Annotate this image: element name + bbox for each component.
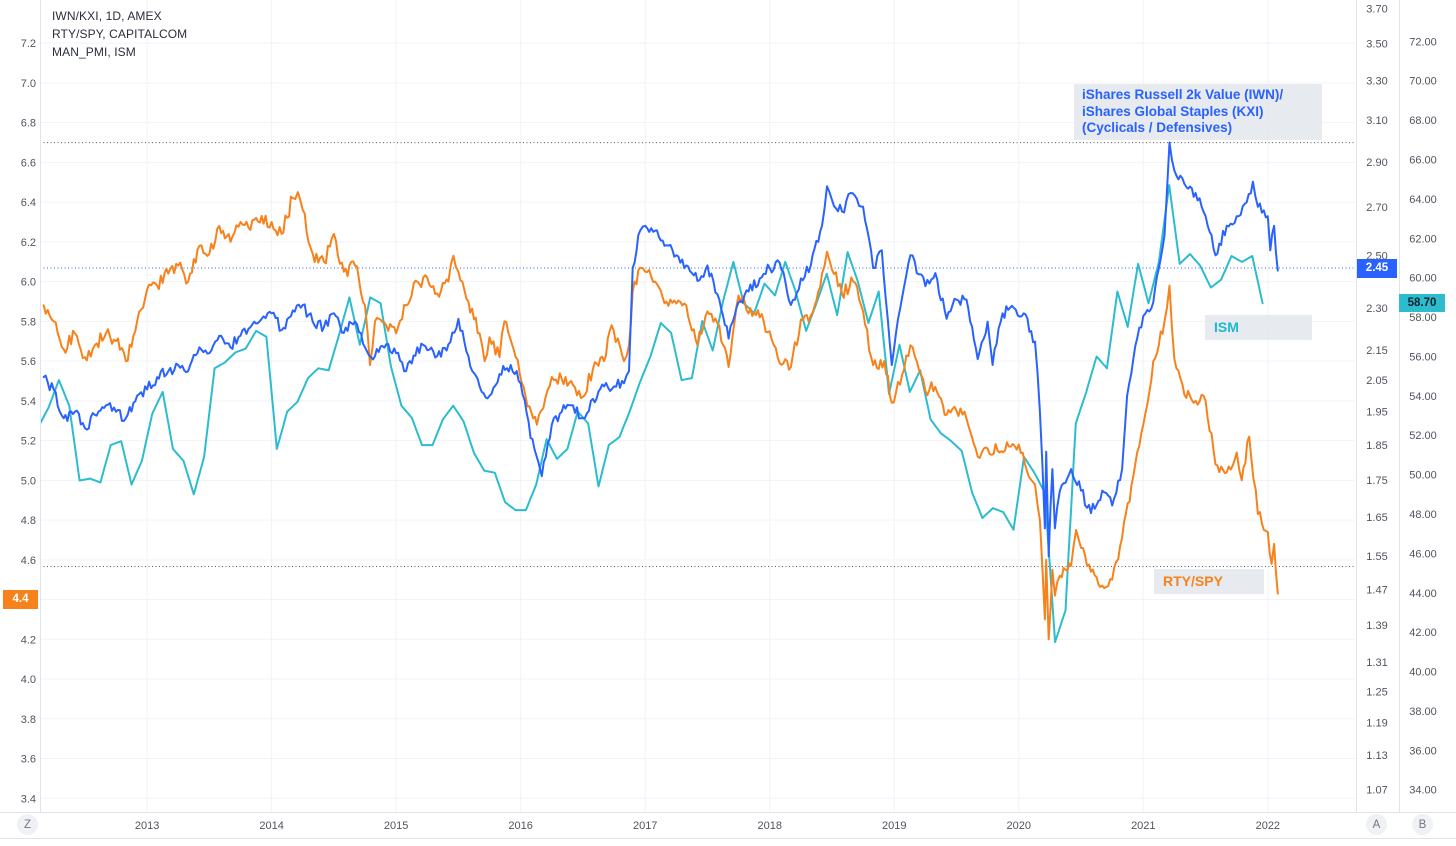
axis-tick-label: 2.90 [1366, 157, 1387, 169]
iwn-kxi-last-price-tag: 2.45 [1357, 259, 1397, 278]
axis-tick-label: 56.00 [1409, 351, 1437, 363]
axis-tick-label: 2021 [1131, 820, 1155, 832]
axis-tick-label: 1.55 [1366, 551, 1387, 563]
axis-tick-label: 2020 [1007, 820, 1031, 832]
axis-tick-label: 3.8 [21, 714, 36, 726]
axis-tick-label: 66.00 [1409, 155, 1437, 167]
axis-tick-label: 1.07 [1366, 785, 1387, 797]
series-line-rty-spy[interactable] [42, 191, 1279, 641]
axis-tick-label: 58.00 [1409, 312, 1437, 324]
legend-row-man-pmi[interactable]: MAN_PMI, ISM [52, 45, 136, 59]
axis-tick-label: 42.00 [1409, 627, 1437, 639]
axis-tick-label: 70.00 [1409, 76, 1437, 88]
iwn-label-line2: iShares Global Staples (KXI) [1082, 103, 1264, 119]
axis-tick-label: 36.00 [1409, 745, 1437, 757]
axis-tick-label: 3.4 [21, 793, 36, 805]
axis-tick-label: 5.0 [21, 475, 36, 487]
axis-tick-label: 4.8 [21, 515, 36, 527]
axis-tick-label: 2.70 [1366, 202, 1387, 214]
rty-spy-annotation-label[interactable]: RTY/SPY [1154, 569, 1264, 594]
axis-tick-label: 7.2 [21, 38, 36, 50]
axis-tick-label: 1.39 [1366, 620, 1387, 632]
axis-tick-label: 2017 [633, 820, 657, 832]
axis-tick-label: 60.00 [1409, 273, 1437, 285]
axis-tick-label: 6.0 [21, 277, 36, 289]
axis-tick-label: 3.70 [1366, 3, 1387, 15]
axis-tick-label: 46.00 [1409, 548, 1437, 560]
axis-tick-label: 1.47 [1366, 585, 1387, 597]
axis-tick-label: 2.05 [1366, 375, 1387, 387]
right-price-axis-b[interactable] [1399, 0, 1456, 812]
axis-tick-label: 6.6 [21, 157, 36, 169]
legend-row-iwn-kxi[interactable]: IWN/KXI, 1D, AMEX [52, 9, 162, 23]
axis-tick-label: 4.2 [21, 634, 36, 646]
timezone-button[interactable]: Z [17, 814, 38, 835]
left-price-axis[interactable] [0, 0, 40, 812]
axis-tick-label: 72.00 [1409, 36, 1437, 48]
axis-tick-label: 2018 [757, 820, 781, 832]
iwn-label-line1: iShares Russell 2k Value (IWN)/ [1082, 87, 1284, 102]
axis-tick-label: 6.8 [21, 118, 36, 130]
iwn-kxi-annotation-label[interactable]: iShares Russell 2k Value (IWN)/ iShares … [1074, 84, 1322, 140]
axis-tick-label: 2015 [384, 820, 408, 832]
axis-tick-label: 5.8 [21, 316, 36, 328]
axis-tick-label: 2013 [135, 820, 159, 832]
axis-tick-label: 4.6 [21, 555, 36, 567]
axis-tick-label: 7.0 [21, 78, 36, 90]
axis-tick-label: 1.19 [1366, 718, 1387, 730]
axis-tick-label: 2022 [1256, 820, 1280, 832]
axis-tick-label: 1.13 [1366, 750, 1387, 762]
axis-tick-label: 4.0 [21, 674, 36, 686]
series-line-iwn-kxi[interactable] [42, 141, 1279, 558]
axis-tick-label: 2.15 [1366, 345, 1387, 357]
time-axis[interactable] [0, 812, 1456, 838]
right-price-axis-a[interactable] [1356, 0, 1399, 812]
scale-b-button[interactable]: B [1412, 814, 1433, 835]
axis-tick-label: 2.30 [1366, 303, 1387, 315]
axis-tick-label: 2016 [508, 820, 532, 832]
axis-tick-label: 2019 [882, 820, 906, 832]
ism-annotation-label[interactable]: ISM [1205, 315, 1312, 340]
axis-tick-label: 40.00 [1409, 667, 1437, 679]
axis-tick-label: 1.85 [1366, 440, 1387, 452]
axis-tick-label: 50.00 [1409, 470, 1437, 482]
series-line-man-pmi-ism[interactable] [38, 184, 1264, 643]
legend-row-rty-spy[interactable]: RTY/SPY, CAPITALCOM [52, 27, 188, 41]
axis-tick-label: 6.2 [21, 237, 36, 249]
axis-tick-label: 6.4 [21, 197, 36, 209]
axis-tick-label: 54.00 [1409, 391, 1437, 403]
axis-tick-label: 48.00 [1409, 509, 1437, 521]
axis-tick-label: 52.00 [1409, 430, 1437, 442]
axis-tick-label: 34.00 [1409, 785, 1437, 797]
axis-tick-label: 38.00 [1409, 706, 1437, 718]
axis-tick-label: 1.65 [1366, 512, 1387, 524]
axis-tick-label: 5.2 [21, 436, 36, 448]
axis-tick-label: 1.25 [1366, 687, 1387, 699]
axis-tick-label: 1.31 [1366, 657, 1387, 669]
axis-tick-label: 3.6 [21, 754, 36, 766]
scale-a-button[interactable]: A [1366, 814, 1387, 835]
rty-spy-last-price-tag: 4.4 [3, 590, 38, 609]
axis-tick-label: 64.00 [1409, 194, 1437, 206]
axis-tick-label: 62.00 [1409, 233, 1437, 245]
axis-tick-label: 3.50 [1366, 38, 1387, 50]
axis-tick-label: 1.95 [1366, 407, 1387, 419]
ism-last-price-tag: 58.70 [1399, 294, 1445, 312]
axis-tick-label: 68.00 [1409, 115, 1437, 127]
symbol-legend: IWN/KXI, 1D, AMEX RTY/SPY, CAPITALCOM MA… [52, 7, 187, 61]
axis-tick-label: 3.30 [1366, 75, 1387, 87]
axis-tick-label: 2014 [259, 820, 283, 832]
axis-tick-label: 1.75 [1366, 475, 1387, 487]
axis-tick-label: 44.00 [1409, 588, 1437, 600]
iwn-label-line3: (Cyclicals / Defensives) [1082, 120, 1233, 135]
axis-tick-label: 5.6 [21, 356, 36, 368]
axis-tick-label: 5.4 [21, 396, 36, 408]
axis-tick-label: 3.10 [1366, 115, 1387, 127]
